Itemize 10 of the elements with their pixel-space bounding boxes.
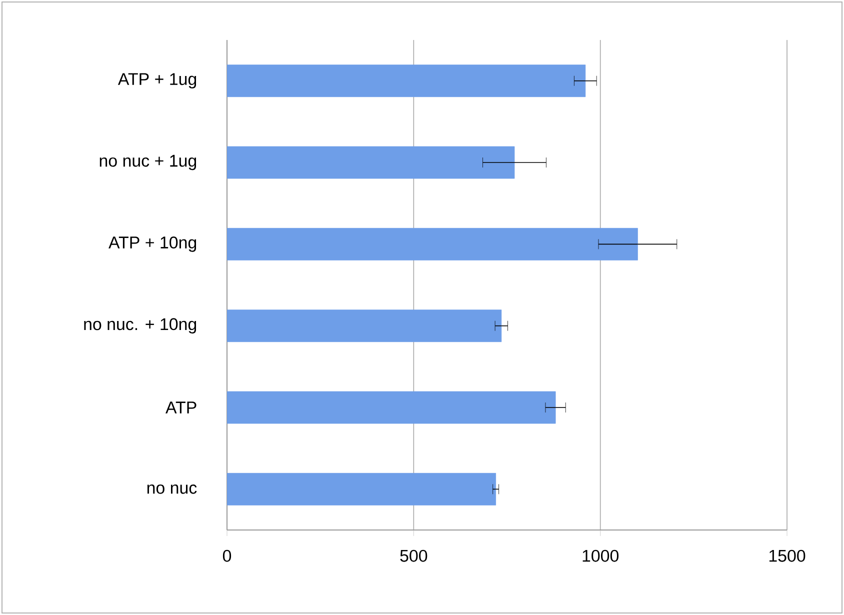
y-tick-label: no nuc. + 10ng bbox=[84, 318, 196, 334]
x-tick-label: 500 bbox=[400, 550, 428, 562]
y-tick-label: ATP + 10ng bbox=[108, 236, 196, 252]
y-tick-label: no nuc bbox=[147, 484, 197, 494]
x-tick-label: 1500 bbox=[769, 550, 806, 562]
x-tick-label: 1000 bbox=[582, 550, 619, 562]
y-tick-label: ATP + 1ug bbox=[118, 73, 196, 88]
y-tick-label: ATP bbox=[166, 402, 196, 414]
y-tick-label: no nuc + 1ug bbox=[100, 154, 196, 170]
x-tick-label: 0 bbox=[222, 550, 232, 562]
